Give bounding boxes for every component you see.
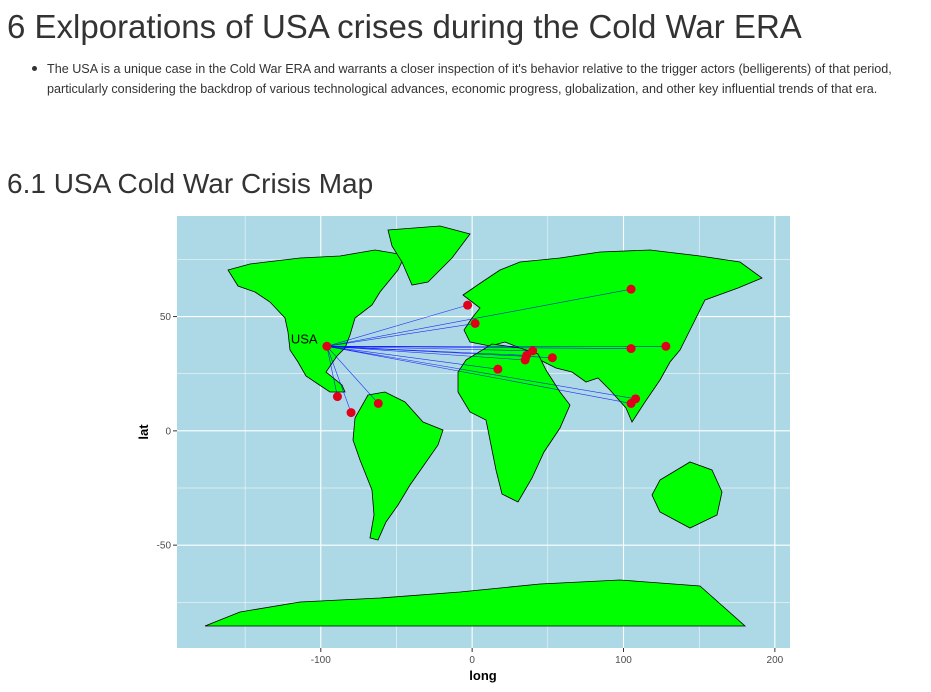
x-tick-label: 100 [615, 655, 632, 666]
crisis-line [326, 345, 632, 404]
crisis-point [332, 392, 342, 402]
crisis-line [326, 345, 533, 352]
crisis-points [322, 284, 671, 418]
crisis-point [346, 408, 356, 418]
crisis-point [463, 300, 473, 310]
bullet-item: The USA is a unique case in the Cold War… [30, 59, 920, 99]
y-axis-ticks: -50 0 50 [157, 312, 177, 552]
x-tick-label: 0 [469, 655, 475, 666]
crisis-line [326, 346, 352, 413]
crisis-point [493, 364, 503, 374]
crisis-line [326, 345, 526, 361]
x-axis-ticks: -100 0 100 200 [311, 648, 784, 666]
land-africa [457, 343, 571, 503]
crisis-point [373, 398, 383, 408]
y-tick-label: -50 [157, 541, 172, 552]
land-masses [204, 225, 763, 627]
crisis-line [326, 323, 476, 347]
crisis-point [626, 284, 636, 294]
crisis-point [626, 344, 636, 354]
crisis-line [326, 346, 338, 397]
land-greenland [387, 225, 471, 286]
crisis-point [520, 355, 530, 365]
x-tick-label: -100 [311, 655, 331, 666]
bullet-list: The USA is a unique case in the Cold War… [30, 59, 920, 99]
origin-point [322, 341, 332, 351]
crisis-point [661, 341, 671, 351]
x-axis-label: long [469, 668, 496, 683]
x-tick-label: 200 [767, 655, 784, 666]
subsection-title: 6.1 USA Cold War Crisis Map [7, 168, 374, 199]
y-axis-label: lat [136, 424, 151, 440]
land-north-america [227, 249, 406, 393]
crisis-lines [326, 288, 666, 413]
crisis-line [326, 345, 632, 349]
y-tick-label: 50 [160, 312, 172, 323]
origin-label: USA [291, 331, 318, 346]
crisis-line [326, 346, 379, 404]
land-australia [651, 461, 723, 529]
y-tick-label: 0 [165, 426, 171, 437]
crisis-line [326, 288, 632, 347]
crisis-point [547, 353, 557, 363]
crisis-line [326, 345, 553, 359]
land-south-america [352, 391, 444, 541]
crisis-line [326, 345, 498, 370]
crisis-point [470, 318, 480, 328]
crisis-point [626, 398, 636, 408]
crisis-line [326, 304, 468, 347]
land-antarctica [204, 579, 747, 627]
section-title: 6 Exlporations of USA crises during the … [7, 8, 802, 45]
crisis-line [326, 345, 636, 400]
